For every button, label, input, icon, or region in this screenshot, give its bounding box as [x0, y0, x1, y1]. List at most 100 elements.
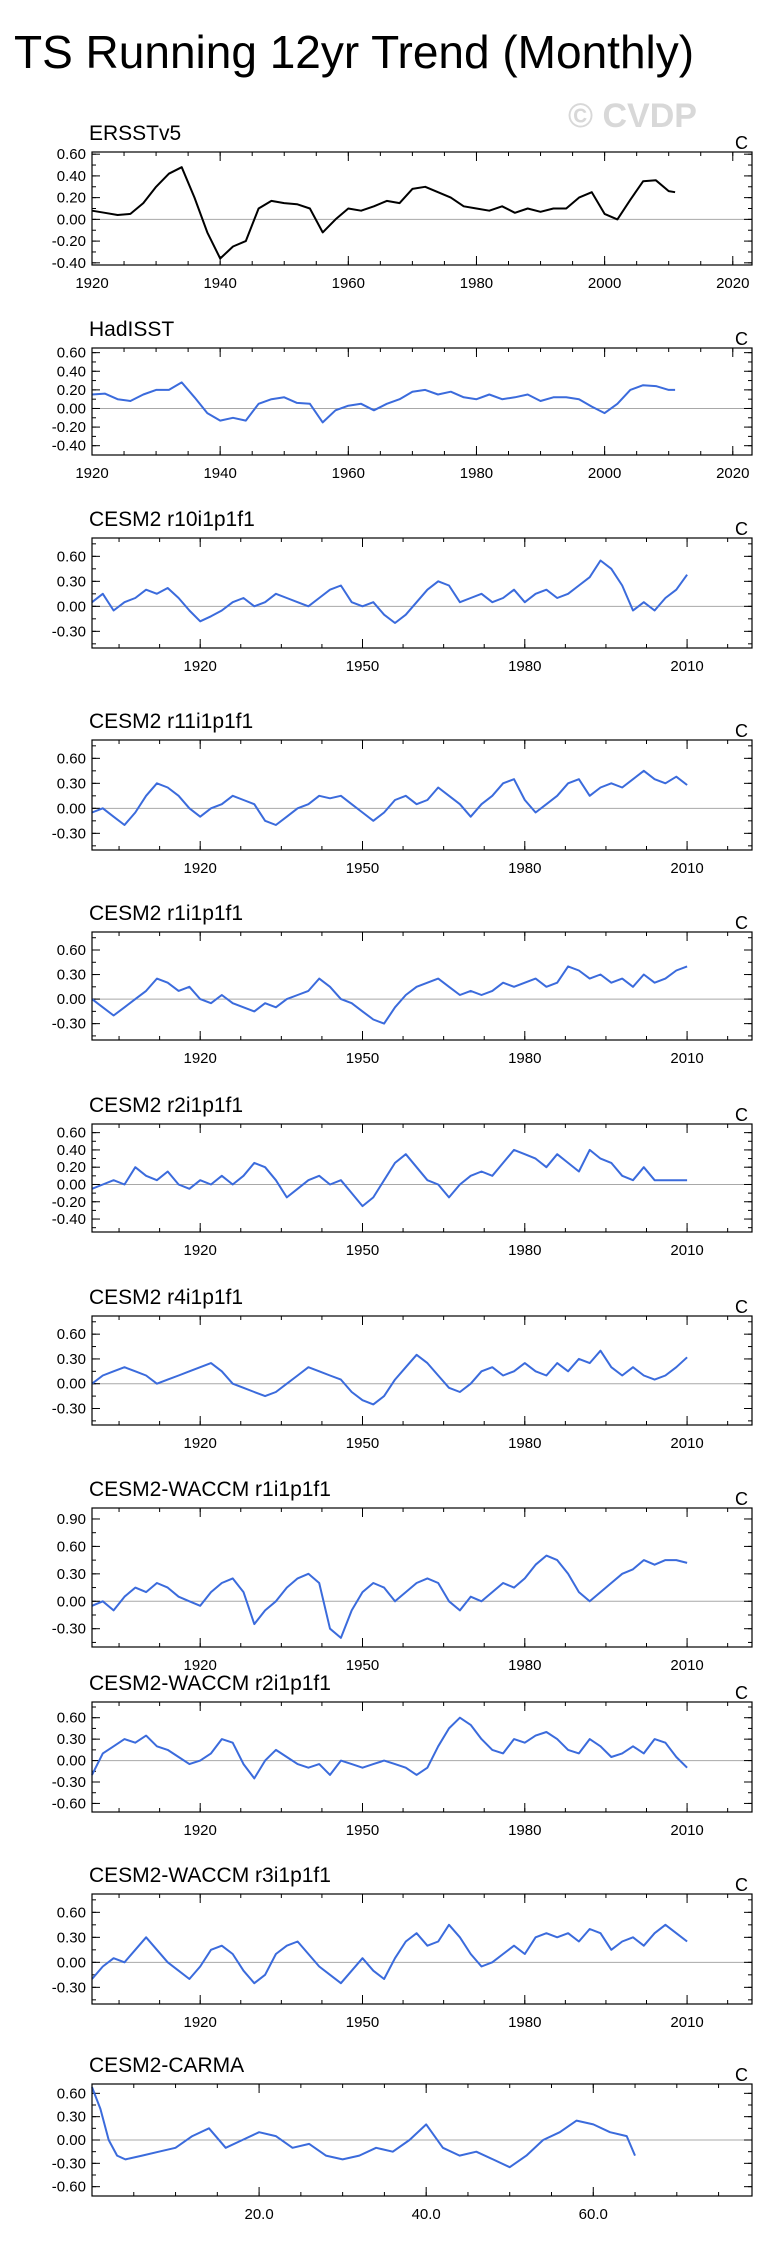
- y-tick-label: 0.00: [57, 1376, 86, 1393]
- y-tick-label: 0.60: [57, 750, 86, 767]
- data-series-line: [91, 769, 688, 826]
- y-tick-label: 0.30: [57, 573, 86, 590]
- panel-unit: C: [735, 1875, 748, 1895]
- plot-frame: [91, 2083, 753, 2197]
- chart-panel: CESM2-WACCM r1i1p1f1 C 0.90 0.60 0.30 0.00 -0.…: [52, 1478, 753, 1674]
- panel-unit: C: [735, 1683, 748, 1703]
- x-tick-label: 1920: [75, 465, 108, 482]
- plot-frame: [91, 1123, 753, 1233]
- chart-panel: CESM2-WACCM r2i1p1f1 C 0.60 0.30 0.00 -0.30 -0…: [52, 1672, 753, 1839]
- y-tick-label: 0.60: [57, 548, 86, 565]
- x-tick-label: 1960: [332, 465, 365, 482]
- panel-unit: C: [735, 913, 748, 933]
- y-tick-label: 0.00: [57, 2132, 86, 2149]
- x-tick-label: 1950: [346, 1657, 379, 1674]
- x-tick-label: 1950: [346, 860, 379, 877]
- y-tick-label: 0.00: [57, 400, 86, 417]
- x-tick-label: 1950: [346, 2014, 379, 2031]
- chart-panel: CESM2 r4i1p1f1 C 0.60 0.30 0.00 -0.30 1920 1950…: [52, 1286, 753, 1452]
- panel-title: CESM2 r2i1p1f1: [89, 1094, 243, 1117]
- x-tick-label: 1920: [184, 1822, 217, 1839]
- y-tick-label: -0.40: [52, 1211, 86, 1228]
- x-tick-label: 1980: [508, 1050, 541, 1067]
- y-tick-label: 0.60: [57, 1904, 86, 1921]
- panel-unit: C: [735, 519, 748, 539]
- data-series-line: [91, 1923, 688, 1985]
- y-tick-label: 0.00: [57, 800, 86, 817]
- x-tick-label: 1940: [203, 465, 236, 482]
- x-tick-label: 1980: [508, 860, 541, 877]
- chart-panel: CESM2-CARMA C 0.60 0.30 0.00 -0.30 -0.60 20.0 40…: [52, 2054, 753, 2223]
- x-tick-label: 1920: [184, 1657, 217, 1674]
- data-series-line: [91, 1554, 688, 1639]
- plot-frame: [91, 739, 753, 851]
- data-series-line: [91, 2086, 636, 2169]
- x-tick-label: 1940: [203, 275, 236, 292]
- plot-frame: [91, 537, 753, 649]
- y-tick-label: -0.30: [52, 825, 86, 842]
- x-tick-label: 1980: [460, 275, 493, 292]
- watermark-text: © CVDP: [568, 97, 697, 135]
- y-tick-label: 0.60: [57, 1710, 86, 1727]
- x-tick-label: 2000: [588, 275, 621, 292]
- y-tick-label: 0.40: [57, 168, 86, 185]
- panel-unit: C: [735, 1489, 748, 1509]
- y-tick-label: 0.60: [57, 942, 86, 959]
- y-tick-label: 0.40: [57, 363, 86, 380]
- x-tick-label: 1980: [508, 1435, 541, 1452]
- x-tick-label: 40.0: [412, 2206, 441, 2223]
- x-tick-label: 2010: [670, 1242, 703, 1259]
- x-tick-label: 60.0: [579, 2206, 608, 2223]
- chart-panel: CESM2 r1i1p1f1 C 0.60 0.30 0.00 -0.30 1920 1950…: [52, 902, 753, 1067]
- plot-frame: [91, 1507, 753, 1648]
- data-series-line: [91, 381, 676, 424]
- x-tick-label: 1960: [332, 275, 365, 292]
- y-tick-label: 0.30: [57, 2109, 86, 2126]
- x-tick-label: 1920: [184, 1242, 217, 1259]
- panel-unit: C: [735, 1297, 748, 1317]
- y-tick-label: -0.30: [52, 2155, 86, 2172]
- panel-title: CESM2-WACCM r2i1p1f1: [89, 1672, 331, 1695]
- y-tick-label: 0.00: [57, 598, 86, 615]
- x-tick-label: 1950: [346, 1822, 379, 1839]
- data-series-line: [91, 166, 676, 260]
- x-tick-label: 1920: [75, 275, 108, 292]
- y-tick-label: 0.40: [57, 1142, 86, 1159]
- y-tick-label: 0.60: [57, 345, 86, 362]
- panel-title: HadISST: [89, 318, 174, 341]
- panel-unit: C: [735, 1105, 748, 1125]
- panel-title: CESM2-WACCM r1i1p1f1: [89, 1478, 331, 1501]
- x-tick-label: 2010: [670, 1050, 703, 1067]
- y-tick-label: 0.00: [57, 211, 86, 228]
- y-tick-label: -0.30: [52, 1621, 86, 1638]
- x-tick-label: 2010: [670, 1435, 703, 1452]
- panel-unit: C: [735, 721, 748, 741]
- x-tick-label: 1980: [508, 2014, 541, 2031]
- y-tick-label: 0.60: [57, 2085, 86, 2102]
- figure-title: TS Running 12yr Trend (Monthly): [14, 26, 694, 78]
- y-tick-label: 0.00: [57, 1753, 86, 1770]
- panel-unit: C: [735, 329, 748, 349]
- x-tick-label: 1980: [508, 658, 541, 675]
- y-tick-label: 0.60: [57, 1326, 86, 1343]
- y-tick-label: 0.30: [57, 967, 86, 984]
- y-tick-label: -0.30: [52, 1016, 86, 1033]
- x-tick-label: 2010: [670, 1822, 703, 1839]
- chart-panel: CESM2 r10i1p1f1 C 0.60 0.30 0.00 -0.30 1920 195…: [52, 508, 753, 675]
- y-tick-label: 0.30: [57, 1929, 86, 1946]
- y-tick-label: 0.20: [57, 382, 86, 399]
- x-tick-label: 1920: [184, 1435, 217, 1452]
- x-tick-label: 2010: [670, 658, 703, 675]
- y-tick-label: -0.20: [52, 419, 86, 436]
- panel-title: CESM2 r1i1p1f1: [89, 902, 243, 925]
- chart-panel: HadISST C 0.600.40 0.200.00 -0.20 -0.40 1920 19…: [52, 318, 753, 482]
- panel-title: ERSSTv5: [89, 122, 181, 145]
- y-tick-label: -0.20: [52, 1194, 86, 1211]
- y-tick-label: -0.30: [52, 623, 86, 640]
- x-tick-label: 1980: [508, 1822, 541, 1839]
- y-tick-label: -0.40: [52, 438, 86, 455]
- y-tick-label: 0.00: [57, 991, 86, 1008]
- panel-title: CESM2-WACCM r3i1p1f1: [89, 1864, 331, 1887]
- chart-panel: CESM2 r2i1p1f1 C 0.600.400.200.00-0.20-0.4…: [52, 1094, 753, 1259]
